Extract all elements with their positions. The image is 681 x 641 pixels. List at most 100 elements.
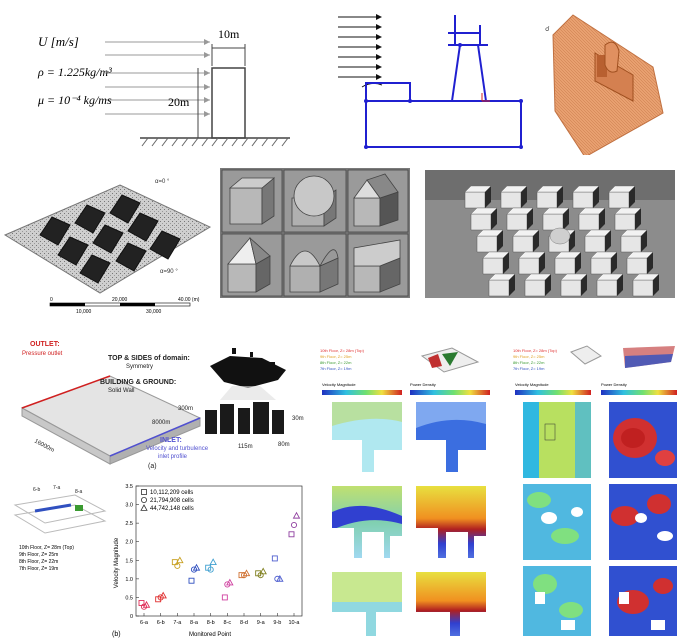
angle-top-label: α=0 ° xyxy=(155,179,170,185)
scatter-xlabel: Monitored Point xyxy=(189,632,231,638)
block xyxy=(632,273,660,297)
domain-setup-diagram: OUTLET: Pressure outlet TOP & SIDES of d… xyxy=(20,341,304,470)
mesh-model-panel: ☌ xyxy=(545,5,681,155)
block xyxy=(614,207,642,231)
legend-marker-square xyxy=(141,489,147,495)
block xyxy=(482,251,510,275)
floor-legend-2: 8th Floor, Z= 22m xyxy=(19,559,58,565)
data-point-triangle xyxy=(142,600,151,608)
block xyxy=(572,185,600,209)
block xyxy=(578,207,606,231)
y-tick-label: 2.0 xyxy=(125,540,133,546)
scale-sub-0: 10,000 xyxy=(76,309,92,315)
roof-array-render: α=0 ° α=90 ° 0 20,000 40.00 (m) 10,000 3… xyxy=(3,179,212,315)
block xyxy=(500,185,528,209)
scatter-marks xyxy=(138,511,301,610)
svg-text:☌: ☌ xyxy=(545,25,550,33)
contour-right-maps: 10th Floor, Z= 28m (Top) 9th Floor, Z= 2… xyxy=(513,345,677,636)
x-tick-label: 6-a xyxy=(140,620,149,626)
plot-frame xyxy=(135,485,303,617)
data-point-triangle xyxy=(176,556,184,564)
mesh-model-render: ☌ xyxy=(545,14,664,155)
length-dim: 16000m xyxy=(33,438,55,453)
data-point-triangle xyxy=(276,574,284,582)
svg-text:6-b: 6-b xyxy=(33,487,40,493)
mid-floor-3: 7th Floor, Z= 19m xyxy=(320,366,352,371)
data-point-circle xyxy=(174,562,181,569)
legend-label: 44,742,148 cells xyxy=(150,506,194,512)
x-tick-label: 6-b xyxy=(157,620,165,626)
y-tick-label: 1.0 xyxy=(125,577,133,583)
right-floor-1: 9th Floor, Z= 25m xyxy=(513,354,545,359)
scale-tick-0: 0 xyxy=(50,297,53,303)
legend-label: 21,794,908 cells xyxy=(150,498,194,504)
building-dim-1: 115m xyxy=(238,444,253,450)
block xyxy=(542,207,570,231)
mid-floor-0: 10th Floor, Z= 28m (Top) xyxy=(320,348,365,353)
floors-panel: 6-b 7-a 8-a 10th Floor, Z= 28m (Top) 9th F… xyxy=(5,485,115,585)
block-array-render xyxy=(425,170,675,297)
width-dim: 8000m xyxy=(152,420,170,426)
svg-text:7-a: 7-a xyxy=(53,485,60,491)
data-point-circle xyxy=(224,581,231,588)
scatter-ylabel: Velocity Magnitude xyxy=(114,537,120,588)
ground-title: BUILDING & GROUND: xyxy=(100,379,176,386)
data-point-circle xyxy=(207,566,214,573)
data-point-triangle xyxy=(242,569,251,577)
data-point-circle xyxy=(157,594,164,601)
data-point-circle xyxy=(140,603,148,610)
outlet-sub: Pressure outlet xyxy=(22,351,63,357)
velocity-scatter-chart: 0 0.5 1.0 1.5 2.0 2.5 3.0 3.5 6-a 6-b 7-a 8-a 8-b 8-c… xyxy=(112,484,303,638)
velocity-label: U [m/s] xyxy=(38,34,79,49)
height-label: 20m xyxy=(168,95,190,109)
y-tick-label: 1.5 xyxy=(125,558,133,564)
y-tick-label: 2.5 xyxy=(125,521,133,527)
block xyxy=(584,229,612,253)
domain-outline-panel xyxy=(330,5,530,155)
scatter-legend: 10,112,209 cells 21,794,908 cells 44,742,1… xyxy=(140,489,194,512)
mid-velocity-title: Velocity Magnitude xyxy=(322,382,356,387)
block xyxy=(590,251,618,275)
building-block xyxy=(211,67,246,139)
building-dim-2: 80m xyxy=(278,442,290,448)
right-velocity-title: Velocity Magnitude xyxy=(515,382,549,387)
svg-text:8-a: 8-a xyxy=(75,489,82,495)
block xyxy=(596,273,624,297)
mid-floor-2: 8th Floor, Z= 22m xyxy=(320,360,352,365)
inlet-title: INLET: xyxy=(160,437,182,444)
y-tick-label: 3.5 xyxy=(125,484,133,490)
contour-middle-panel: 10th Floor, Z= 28m (Top) 9th Floor, Z= 2… xyxy=(312,340,502,641)
height-dim: 300m xyxy=(178,406,193,412)
legend-marker-triangle xyxy=(140,504,148,511)
legend-label: 10,112,209 cells xyxy=(150,490,193,496)
roof-array-panel: α=0 ° α=90 ° 0 20,000 40.00 (m) 10,000 3… xyxy=(0,165,215,325)
inlet-sub2: inlet profile xyxy=(158,454,188,460)
data-point-triangle xyxy=(226,578,234,586)
scale-tick-1: 20,000 xyxy=(112,297,128,303)
width-label: 10m xyxy=(218,27,240,41)
floor-legend-0: 10th Floor, Z= 28m (Top) xyxy=(19,545,74,551)
data-point-square xyxy=(138,600,145,606)
data-point-circle xyxy=(290,521,298,529)
block xyxy=(518,251,546,275)
y-tick-label: 3.0 xyxy=(125,503,133,509)
block xyxy=(524,273,552,297)
mid-power-title: Power Density xyxy=(410,382,436,387)
data-point-triangle xyxy=(292,511,301,519)
block xyxy=(506,207,534,231)
data-point-square xyxy=(288,531,295,538)
x-tick-label: 8-b xyxy=(207,620,215,626)
fluid-properties-diagram: U [m/s] ρ = 1.225kg/m³ μ = 10⁻⁴ kg/ms 10… xyxy=(37,27,290,147)
right-floor-3: 7th Floor, Z= 19m xyxy=(513,366,545,371)
domain-setup-panel: OUTLET: Pressure outlet TOP & SIDES of d… xyxy=(0,338,310,473)
block xyxy=(620,229,648,253)
outlet-title: OUTLET: xyxy=(30,341,60,348)
block-group xyxy=(464,185,660,297)
scatter-panel: 0 0.5 1.0 1.5 2.0 2.5 3.0 3.5 6-a 6-b 7-a 8-a 8-b 8-c… xyxy=(110,478,310,641)
block xyxy=(548,227,576,253)
mid-floor-1: 9th Floor, Z= 25m xyxy=(320,354,352,359)
data-point-square xyxy=(171,559,178,566)
y-tick-label: 0.5 xyxy=(125,595,133,601)
contour-right-panel: 10th Floor, Z= 28m (Top) 9th Floor, Z= 2… xyxy=(505,340,681,641)
data-point-triangle xyxy=(192,563,201,571)
